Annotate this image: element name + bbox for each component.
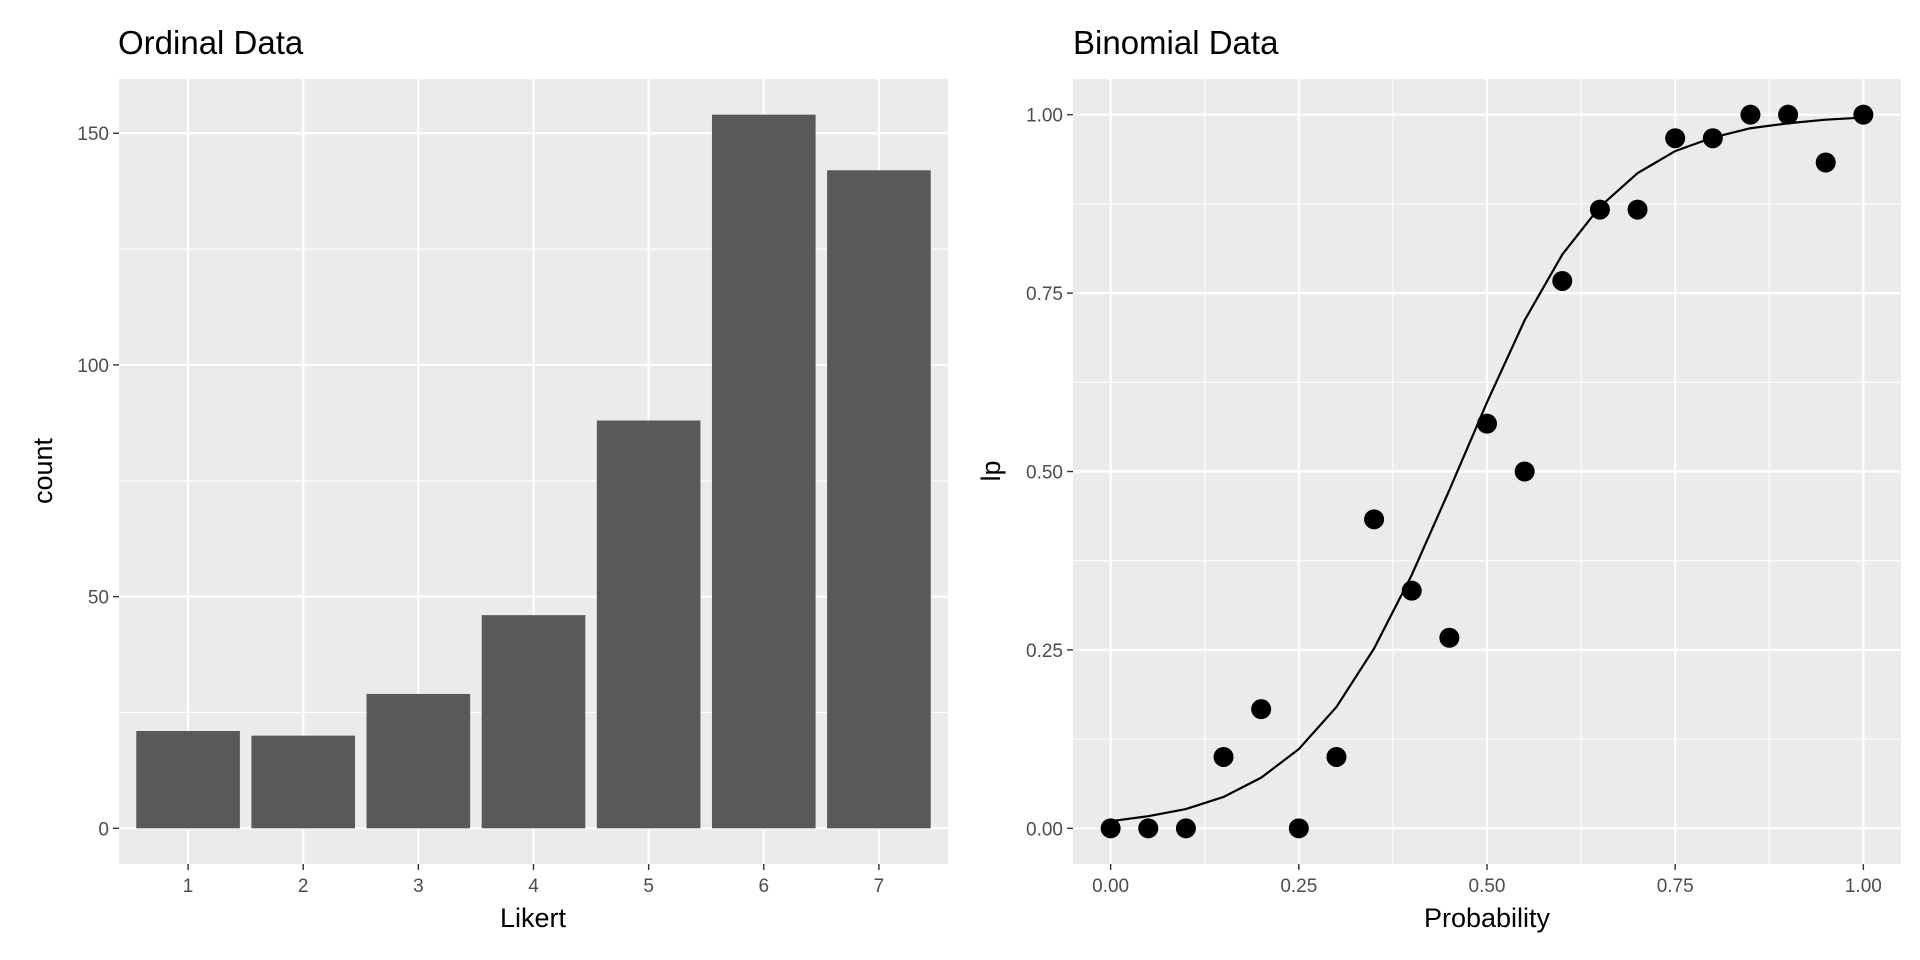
ordinal-chart: Ordinal Data 0 50 100 150 1 2 3 4 5 6 7 Likert cou… xyxy=(28,24,948,933)
ordinal-x-tick-label: 4 xyxy=(528,876,539,897)
ordinal-x-tick-label: 1 xyxy=(183,876,194,897)
ordinal-bar xyxy=(251,735,356,829)
binomial-x-tick-label: 0.00 xyxy=(1092,876,1129,897)
binomial-point xyxy=(1100,818,1121,839)
binomial-point xyxy=(1514,461,1535,482)
binomial-y-axis-title: lp xyxy=(976,460,1006,481)
ordinal-x-tick-label: 2 xyxy=(298,876,309,897)
ordinal-y-tick-label: 0 xyxy=(98,819,109,840)
ordinal-y-tick-label: 50 xyxy=(88,588,109,609)
ordinal-bars xyxy=(136,114,931,829)
ordinal-x-tick-label: 5 xyxy=(643,876,654,897)
binomial-point xyxy=(1552,270,1573,291)
binomial-axis-ticks: 0.00 0.25 0.50 0.75 1.00 0.00 0.25 0.50 0.75 1.00 xyxy=(1026,106,1882,897)
binomial-y-tick-label: 0.00 xyxy=(1026,819,1063,840)
binomial-x-tick-label: 0.50 xyxy=(1469,876,1506,897)
binomial-point xyxy=(1702,128,1723,149)
binomial-point xyxy=(1175,818,1196,839)
binomial-point xyxy=(1288,818,1309,839)
binomial-x-tick-label: 0.75 xyxy=(1657,876,1694,897)
binomial-point xyxy=(1439,627,1460,648)
binomial-chart: Binomial Data 0.00 0.25 0.50 0.75 1.000.000.… xyxy=(976,24,1901,933)
ordinal-bar xyxy=(827,170,931,829)
binomial-y-tick-label: 0.25 xyxy=(1026,641,1063,662)
binomial-point xyxy=(1665,128,1686,149)
binomial-x-tick-label: 1.00 xyxy=(1845,876,1882,897)
ordinal-x-tick-label: 3 xyxy=(413,876,424,897)
ordinal-bar xyxy=(366,693,471,829)
binomial-point xyxy=(1627,199,1648,220)
ordinal-bar xyxy=(136,731,240,829)
binomial-chart-title: Binomial Data xyxy=(1073,24,1279,61)
ordinal-y-axis-title: count xyxy=(28,437,58,504)
binomial-point xyxy=(1853,104,1874,125)
binomial-point xyxy=(1364,509,1385,530)
binomial-points xyxy=(1100,104,1874,839)
binomial-y-tick-label: 0.50 xyxy=(1026,463,1063,484)
ordinal-bar xyxy=(596,420,701,829)
binomial-point xyxy=(1740,104,1761,125)
ordinal-y-tick-label: 150 xyxy=(77,124,109,145)
binomial-point xyxy=(1401,580,1422,601)
binomial-fit-line xyxy=(1110,116,1864,823)
ordinal-y-tick-label: 100 xyxy=(77,356,109,377)
ordinal-x-axis-title: Likert xyxy=(500,903,567,933)
ordinal-x-tick-label: 7 xyxy=(874,876,885,897)
binomial-point xyxy=(1138,818,1159,839)
binomial-y-tick-label: 0.75 xyxy=(1026,284,1063,305)
binomial-point xyxy=(1326,746,1347,767)
ordinal-chart-title: Ordinal Data xyxy=(118,24,304,61)
ordinal-bar xyxy=(711,114,816,829)
binomial-x-tick-label: 0.25 xyxy=(1280,876,1317,897)
ordinal-bar xyxy=(481,615,586,829)
binomial-point xyxy=(1778,104,1799,125)
binomial-x-axis-title: Probability xyxy=(1424,903,1551,933)
binomial-point xyxy=(1477,413,1497,434)
binomial-point xyxy=(1589,199,1610,220)
ordinal-x-tick-label: 6 xyxy=(758,876,769,897)
binomial-gridlines xyxy=(1073,79,1901,864)
binomial-point xyxy=(1815,152,1836,173)
binomial-point xyxy=(1251,699,1272,720)
binomial-y-tick-label: 1.00 xyxy=(1026,106,1063,127)
ordinal-axis-ticks: 0 50 100 150 1 2 3 4 5 6 7 xyxy=(77,124,884,897)
binomial-point xyxy=(1213,746,1234,767)
